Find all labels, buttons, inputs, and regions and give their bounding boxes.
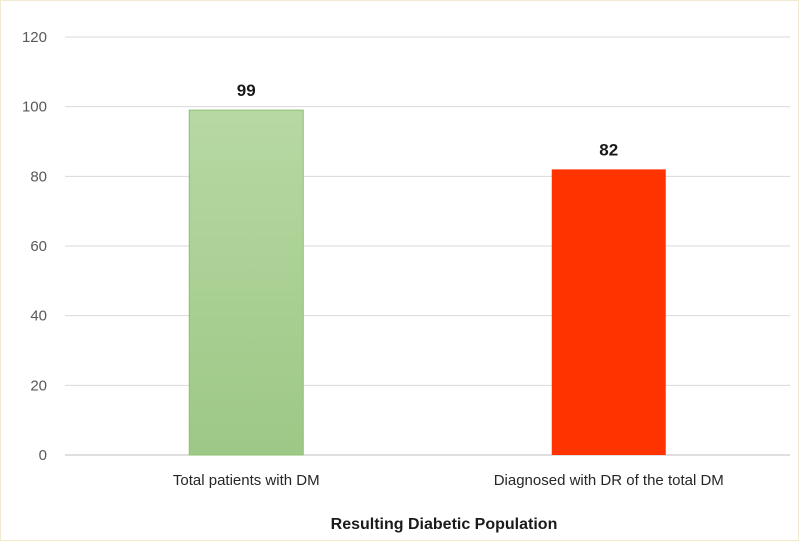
bars: [188, 109, 666, 456]
data-label: 99: [237, 81, 256, 100]
y-tick-label: 120: [22, 29, 47, 46]
y-tick-label: 80: [30, 168, 47, 185]
x-axis-title: Resulting Diabetic Population: [331, 516, 558, 533]
y-axis-tick-labels: 0 20 40 60 80 100 120: [22, 29, 47, 464]
x-category-label: Total patients with DM: [173, 472, 320, 489]
data-labels: 99 82: [237, 81, 618, 159]
bar: [188, 109, 304, 456]
x-category-label: Diagnosed with DR of the total DM: [494, 472, 724, 489]
bar: [551, 169, 666, 455]
x-axis-category-labels: Total patients with DM Diagnosed with DR …: [173, 472, 724, 489]
y-tick-label: 0: [39, 447, 47, 464]
y-tick-label: 40: [30, 308, 47, 325]
y-tick-label: 100: [22, 99, 47, 116]
data-label: 82: [599, 140, 618, 159]
y-tick-label: 60: [30, 238, 47, 255]
gridlines: [65, 36, 790, 456]
y-tick-label: 20: [30, 377, 47, 394]
